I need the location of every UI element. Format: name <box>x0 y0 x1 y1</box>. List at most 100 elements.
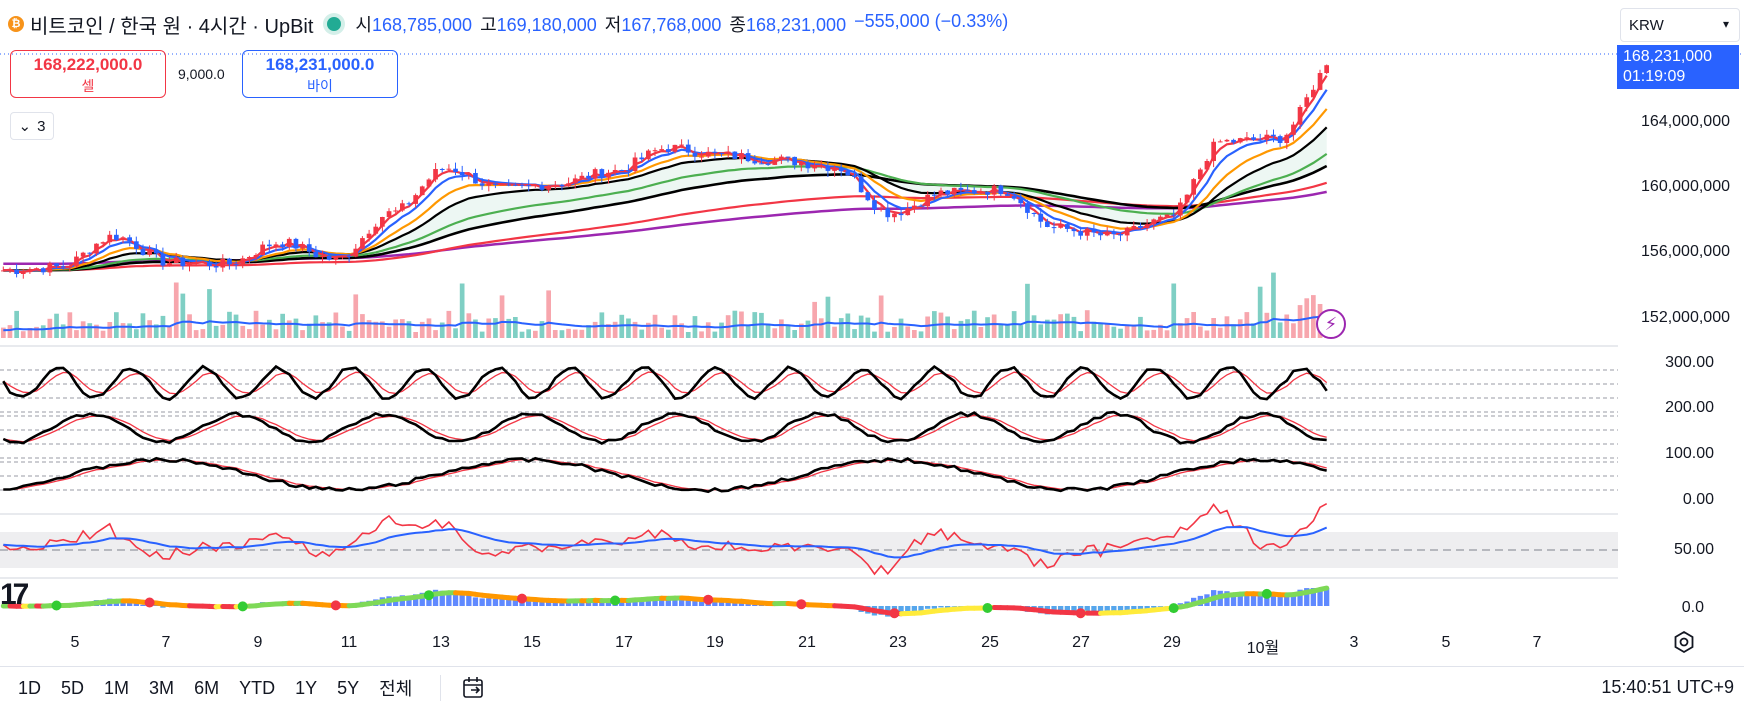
osc-axis-label: 0.00 <box>1683 491 1714 509</box>
ema-ribbon <box>3 76 1326 272</box>
candle-body <box>952 188 957 195</box>
candle-body <box>1291 125 1296 135</box>
candle-body <box>752 161 757 163</box>
market-open-icon <box>327 17 341 31</box>
settings-icon[interactable] <box>1672 630 1696 654</box>
volume-bar <box>1151 330 1156 338</box>
clock-timezone[interactable]: 15:40:51 UTC+9 <box>1601 677 1734 698</box>
volume-bar <box>580 330 585 338</box>
currency-select[interactable]: KRW ▾ <box>1620 8 1740 42</box>
candle-body <box>294 239 299 249</box>
candle-body <box>1278 136 1283 143</box>
spread-value: 9,000.0 <box>178 66 225 82</box>
macd-cross-dot <box>983 603 993 613</box>
macd-histogram-bar <box>473 597 478 606</box>
volume-bar <box>314 315 319 338</box>
candle-body <box>1251 137 1256 140</box>
calendar-icon[interactable] <box>440 675 487 701</box>
volume-bar <box>227 312 232 338</box>
buy-button[interactable]: 168,231,000.0 바이 <box>242 50 398 98</box>
volume-bar <box>107 322 112 338</box>
candle-body <box>506 185 511 186</box>
macd-histogram-bar <box>506 600 511 606</box>
candle-body <box>1085 229 1090 236</box>
date-axis-label: 9 <box>254 634 263 652</box>
candle-body <box>420 186 425 195</box>
tradingview-logo[interactable]: 17 <box>0 578 25 612</box>
volume-bar <box>666 330 671 338</box>
timeframe-all[interactable]: 전체 <box>379 675 412 701</box>
volume-bar <box>885 332 890 338</box>
candle-body <box>1145 224 1150 228</box>
sell-button[interactable]: 168,222,000.0 셀 <box>10 50 166 98</box>
macd-cross-dot <box>703 595 713 605</box>
volume-bar <box>859 316 864 338</box>
candle-body <box>220 259 225 268</box>
macd-cross-dot <box>145 598 155 608</box>
candle-body <box>234 264 239 265</box>
volume-bar <box>1225 316 1230 338</box>
candle-body <box>580 176 585 179</box>
volume-bar <box>220 325 225 338</box>
macd-histogram-bar <box>938 606 943 607</box>
candle-body <box>1012 196 1017 199</box>
volume-bar <box>659 328 664 338</box>
date-axis-label: 7 <box>1533 634 1542 652</box>
volume-bar <box>846 314 851 339</box>
timeframe-5y[interactable]: 5Y <box>337 678 359 699</box>
volume-bar <box>746 325 751 338</box>
macd-histogram-bar <box>480 598 485 606</box>
volume-bar <box>134 329 139 338</box>
volume-bar <box>1284 315 1289 339</box>
candle-body <box>74 257 79 267</box>
candle-body <box>553 185 558 186</box>
candle-body <box>1258 140 1263 141</box>
volume-bar <box>593 322 598 338</box>
candle-body <box>613 170 618 173</box>
volume-bar <box>852 329 857 338</box>
volume-bar <box>201 329 206 338</box>
candle-body <box>1205 161 1210 170</box>
candle-body <box>427 180 432 187</box>
indicator-collapse-button[interactable]: ⌄ 3 <box>10 112 54 140</box>
macd-histogram-bar <box>539 602 544 606</box>
macd-histogram-bar <box>1278 597 1283 606</box>
timeframe-1m[interactable]: 1M <box>104 678 129 699</box>
timeframe-5d[interactable]: 5D <box>61 678 84 699</box>
candle-body <box>1018 199 1023 204</box>
candle-body <box>586 176 591 179</box>
volume-bar <box>240 326 245 338</box>
candle-body <box>1165 215 1170 217</box>
candle-body <box>1078 231 1083 236</box>
symbol-title[interactable]: 비트코인 / 한국 원 · 4시간 · UpBit <box>30 10 313 39</box>
candle-body <box>1324 65 1329 73</box>
lightning-icon[interactable]: ⚡ <box>1316 309 1346 339</box>
timeframe-3m[interactable]: 3M <box>149 678 174 699</box>
osc-axis-label: 200.00 <box>1665 399 1714 417</box>
candle-body <box>626 170 631 171</box>
date-axis-label: 5 <box>71 634 80 652</box>
candle-body <box>367 234 372 238</box>
macd-histogram-bar <box>932 606 937 609</box>
candle-body <box>181 258 186 267</box>
candle-body <box>526 185 531 186</box>
candle-body <box>413 195 418 204</box>
candle-body <box>1038 214 1043 222</box>
volume-bar <box>254 311 259 338</box>
timeframe-ytd[interactable]: YTD <box>239 678 275 699</box>
timeframe-1d[interactable]: 1D <box>18 678 41 699</box>
candle-body <box>1284 135 1289 143</box>
date-axis-label: 25 <box>981 634 999 652</box>
volume-bar <box>167 327 172 338</box>
timeframe-6m[interactable]: 6M <box>194 678 219 699</box>
volume-bar <box>21 331 26 338</box>
volume-bar <box>1258 287 1263 338</box>
candle-body <box>1158 217 1163 220</box>
price-axis-label: 160,000,000 <box>1641 178 1730 196</box>
volume-bar <box>905 326 910 338</box>
date-axis-label: 23 <box>889 634 907 652</box>
volume-bar <box>792 330 797 338</box>
timeframe-1y[interactable]: 1Y <box>295 678 317 699</box>
volume-bar <box>1112 327 1117 338</box>
